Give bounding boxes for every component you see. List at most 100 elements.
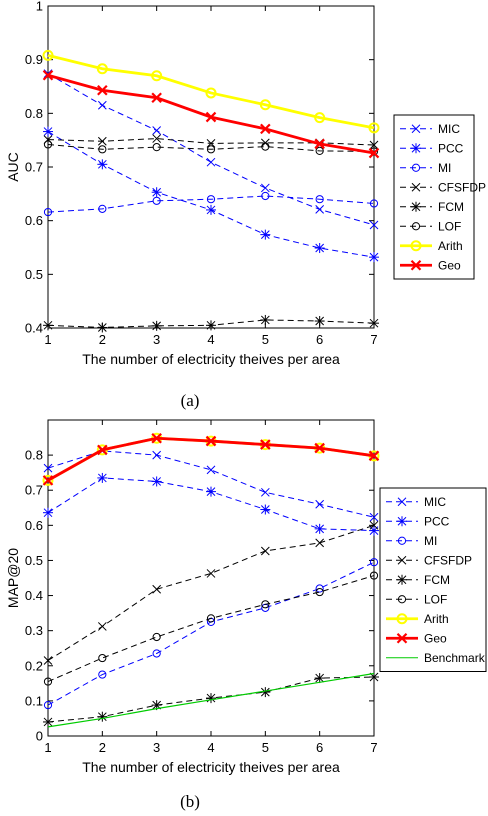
chart-b-point-pcc	[151, 476, 162, 487]
chart-a-ytick-label: 0.8	[25, 106, 43, 121]
chart-b-legend-marker-geo	[396, 632, 408, 644]
chart-a-ytick-label: 1	[36, 0, 43, 14]
chart-a-point-arith	[259, 99, 271, 111]
chart-b-legend-label-geo: Geo	[424, 631, 447, 645]
chart-a-point-geo	[260, 123, 271, 135]
chart-b-legend-label-mi: MI	[424, 534, 437, 548]
chart-a-series-arith	[42, 49, 380, 134]
chart-a-ytick-label: 0.6	[25, 213, 43, 228]
chart-b-legend-marker-cfsfdp	[397, 555, 407, 565]
chart-a-point-geo	[42, 69, 54, 81]
chart-a-point-pcc	[151, 187, 162, 198]
chart-a-point-mi	[315, 195, 324, 204]
chart-a-point-mi	[206, 195, 216, 204]
chart-b-xtick-label: 3	[153, 740, 160, 755]
chart-a-point-geo	[368, 147, 380, 159]
chart-a-xtick-label: 1	[44, 332, 51, 347]
chart-a-legend-marker-fcm	[411, 201, 421, 212]
chart-b-ytick-label: 0.2	[25, 658, 43, 673]
chart-a-legend-label-fcm: FCM	[438, 200, 464, 214]
chart-b-legend-label-arith: Arith	[424, 612, 449, 626]
chart-a-xtick-label: 2	[99, 332, 106, 347]
chart-b-point-lof	[315, 587, 324, 597]
chart-a-point-fcm	[43, 320, 53, 331]
chart-a-auc: 0.4 0.5 0.6 0.7 0.8 0.9 1 1 2 3 4 5 6 7 The number of …	[5, 0, 486, 367]
chart-b-ytick-label: 0	[36, 729, 43, 744]
chart-a-point-lof	[43, 140, 53, 149]
chart-b-point-mic	[260, 487, 270, 497]
chart-b-legend-marker-pcc	[397, 516, 407, 527]
chart-a-ytick-label: 0.4	[25, 321, 43, 336]
chart-a-point-geo	[97, 84, 108, 96]
chart-b-point-pcc	[314, 523, 325, 534]
chart-b-point-pcc	[260, 504, 271, 515]
chart-a-point-mi	[98, 204, 107, 213]
chart-b-xtick-label: 2	[99, 740, 106, 755]
chart-b-line-benchmark	[47, 672, 375, 728]
chart-b-point-lof	[261, 600, 270, 609]
chart-a-point-mic	[206, 157, 216, 167]
chart-a-point-arith	[368, 122, 380, 134]
chart-a-point-cfsfdp	[97, 136, 107, 146]
chart-a-ytick-label: 0.9	[25, 52, 43, 67]
chart-b-legend-label-pcc: PCC	[424, 514, 450, 528]
chart-a-x-axis-label: The number of electricity theives per ar…	[82, 351, 340, 367]
chart-a-point-arith	[314, 112, 326, 124]
chart-b-ytick-label: 0.4	[25, 588, 43, 603]
chart-a-legend-box	[393, 114, 475, 280]
chart-a-y-axis-label: AUC	[5, 152, 21, 182]
chart-b-ytick-label: 0.8	[25, 448, 43, 463]
chart-b-point-mic	[315, 499, 325, 509]
chart-b-plot-frame	[47, 419, 375, 737]
chart-a-point-cfsfdp	[206, 139, 216, 148]
chart-b-xtick-label: 7	[370, 740, 377, 755]
chart-b-point-pcc	[206, 486, 216, 497]
chart-b-point-mi	[152, 649, 161, 658]
chart-a-point-pcc	[369, 252, 379, 263]
chart-b-legend-label-fcm: FCM	[424, 573, 450, 587]
chart-a-line-arith	[47, 54, 375, 130]
chart-a-series-geo	[42, 69, 380, 159]
chart-b-point-fcm	[43, 716, 53, 727]
chart-b-series-cfsfdp	[43, 520, 379, 665]
chart-a-legend-marker-arith	[410, 240, 422, 252]
chart-a-legend-label-mi: MI	[438, 161, 451, 175]
chart-a-point-lof	[206, 145, 216, 154]
chart-b-point-pcc	[369, 525, 379, 536]
chart-b-point-geo	[314, 442, 325, 454]
chart-a-point-mic	[152, 126, 162, 135]
chart-b-point-geo	[260, 439, 271, 450]
chart-b-legend-label-lof: LOF	[424, 592, 447, 606]
chart-b-point-lof	[369, 571, 379, 580]
chart-a-point-arith	[205, 87, 217, 99]
chart-a-xtick-label: 4	[207, 332, 214, 347]
chart-a-series-mi	[43, 191, 379, 217]
chart-b-point-pcc	[43, 507, 53, 518]
chart-a-point-mic	[369, 220, 379, 230]
chart-a-xtick-label: 6	[316, 332, 323, 347]
chart-a-point-geo	[205, 111, 217, 123]
chart-b-point-mi	[98, 670, 107, 679]
chart-b-point-arith	[42, 474, 54, 486]
chart-a-legend-marker-mi	[411, 163, 421, 172]
chart-b-ytick-label: 0.7	[25, 483, 43, 498]
chart-b-point-geo	[42, 475, 54, 486]
chart-b-ytick-label: 0.6	[25, 518, 43, 533]
chart-b-ytick-label: 0.5	[25, 553, 43, 568]
chart-a-point-pcc	[314, 243, 325, 254]
chart-a-plot-frame	[47, 5, 375, 329]
chart-b-xtick-label: 5	[262, 740, 269, 755]
chart-b-point-cfsfdp	[315, 538, 325, 548]
chart-a-point-fcm	[151, 320, 162, 331]
chart-b-point-cfsfdp	[206, 569, 216, 578]
chart-b-ytick-label: 0.1	[25, 693, 43, 708]
chart-b-map20: 0 0.1 0.2 0.3 0.4 0.5 0.6 0.7 0.8 1 2 3 4 5 6 7 The numb…	[5, 419, 487, 775]
chart-a-point-arith	[96, 63, 108, 75]
chart-b-point-mi	[369, 558, 379, 567]
chart-b-point-mi	[43, 701, 53, 710]
chart-a-ytick-label: 0.7	[25, 160, 43, 175]
chart-b-x-axis-label: The number of electricity theives per ar…	[82, 759, 340, 775]
chart-b-xtick-label: 1	[44, 740, 51, 755]
caption-b: (b)	[180, 792, 200, 811]
chart-b-point-lof	[98, 653, 107, 663]
